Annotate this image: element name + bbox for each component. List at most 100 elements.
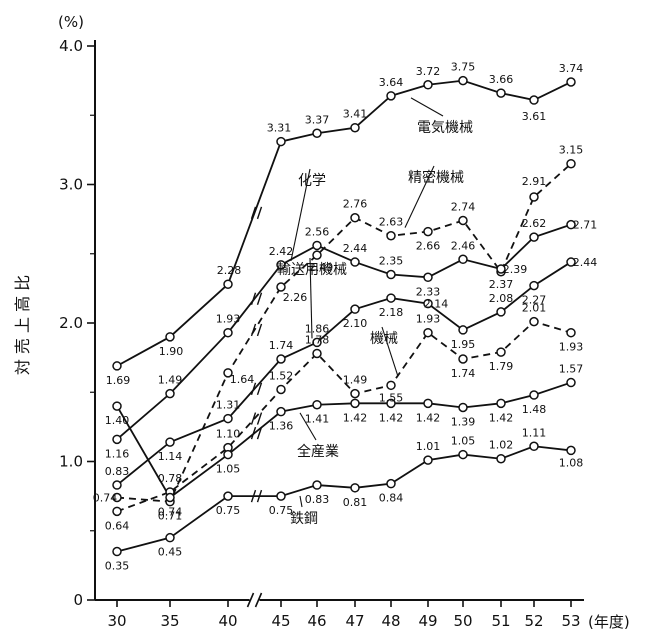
- data-point: [566, 377, 576, 388]
- data-label: 1.39: [451, 415, 476, 428]
- series-line-4: [116, 320, 572, 513]
- data-point: [458, 449, 468, 460]
- data-point: [276, 354, 286, 364]
- data-point: [566, 158, 576, 169]
- data-point: [165, 332, 175, 342]
- data-point: [223, 491, 233, 501]
- data-point: [386, 91, 396, 101]
- chart-data-labels: 1.69 1.90 2.28 3.31 3.37 3.41 3.64 3.72 3.75 3.66…: [93, 61, 598, 573]
- data-point: [529, 316, 539, 327]
- data-label: 1.74: [269, 339, 294, 352]
- data-point: [312, 240, 322, 251]
- data-label: 2.63: [379, 216, 404, 229]
- data-point: [112, 401, 122, 411]
- data-point: [276, 406, 286, 417]
- data-point: [350, 483, 360, 493]
- data-point: [386, 293, 396, 303]
- data-label: 2.18: [379, 306, 404, 319]
- series-break-mark: [250, 412, 263, 425]
- data-label: 1.05: [451, 435, 476, 448]
- data-label: 1.86: [305, 322, 330, 335]
- data-label: 2.56: [305, 225, 330, 238]
- series-name-pointer: [404, 165, 435, 228]
- data-point: [496, 347, 506, 357]
- data-label: 2.35: [379, 255, 404, 268]
- data-label: 1.64: [230, 373, 255, 386]
- data-label: 0.74: [93, 492, 118, 505]
- data-label: 1.79: [489, 360, 514, 373]
- data-label: 0.64: [105, 519, 130, 532]
- data-point: [112, 361, 122, 371]
- data-point: [423, 272, 433, 283]
- data-label: 1.49: [158, 374, 183, 387]
- data-point: [566, 219, 576, 230]
- data-label: 3.72: [416, 65, 441, 78]
- data-point: [350, 122, 360, 133]
- series-name-label: 電気機械: [417, 120, 473, 136]
- data-label: 1.36: [269, 420, 294, 433]
- data-label: 1.93: [416, 313, 441, 326]
- series-break-mark: [250, 323, 263, 337]
- data-point: [458, 325, 468, 335]
- data-point: [312, 128, 322, 139]
- y-tick-label: 2.0: [59, 314, 83, 332]
- data-point: [276, 384, 286, 395]
- data-label: 1.42: [489, 411, 514, 424]
- data-label: 1.55: [379, 391, 404, 404]
- data-label: 3.75: [451, 61, 476, 74]
- data-label: 1.11: [522, 426, 547, 439]
- series-line-3: [116, 261, 572, 486]
- data-label: 2.42: [269, 245, 294, 258]
- x-tick-label: 30: [107, 612, 126, 630]
- data-label: 2.74: [451, 201, 476, 214]
- data-point: [112, 434, 122, 445]
- data-point: [458, 215, 468, 226]
- data-label: 2.28: [217, 264, 242, 277]
- data-point: [496, 264, 506, 274]
- series-break-mark: [250, 426, 263, 440]
- data-point: [423, 455, 433, 465]
- data-point: [312, 337, 322, 348]
- data-label: 2.01: [522, 302, 547, 315]
- data-point: [458, 402, 468, 413]
- data-point: [529, 95, 539, 105]
- series-break-mark: [250, 382, 263, 396]
- series-name-pointer: [299, 412, 317, 441]
- data-label: 1.01: [416, 440, 441, 453]
- series-line-2: [116, 223, 572, 441]
- data-label: 1.14: [158, 450, 183, 463]
- data-point: [423, 226, 433, 237]
- data-point: [350, 212, 360, 223]
- chart-data-points: [112, 75, 576, 557]
- data-point: [223, 413, 233, 424]
- data-label: 1.41: [305, 413, 330, 426]
- data-point: [458, 254, 468, 265]
- data-label: 0.83: [305, 493, 330, 506]
- data-point: [312, 399, 322, 410]
- series-name-pointer: [299, 495, 303, 508]
- data-label: 2.76: [343, 198, 368, 211]
- data-label: 1.69: [106, 374, 131, 387]
- data-label: 3.61: [522, 110, 547, 123]
- data-label: 0.75: [216, 504, 241, 517]
- data-point: [112, 546, 122, 557]
- data-label: 2.49: [309, 261, 334, 274]
- data-label: 2.91: [522, 175, 547, 188]
- y-axis-unit: (%): [58, 13, 84, 31]
- series-name-pointer: [410, 97, 444, 117]
- data-point: [276, 282, 286, 292]
- data-point: [112, 506, 122, 517]
- x-tick-label: 46: [307, 612, 326, 630]
- data-label: 2.39: [503, 263, 528, 276]
- data-label: 1.02: [489, 439, 514, 452]
- data-label: 2.44: [343, 242, 368, 255]
- data-label: 2.14: [424, 298, 449, 311]
- series-break-mark: [250, 292, 263, 305]
- data-label: 3.66: [489, 73, 514, 86]
- data-point: [223, 327, 233, 338]
- data-label: 1.78: [305, 333, 330, 346]
- data-label: 1.08: [559, 456, 584, 469]
- data-label: 1.90: [159, 345, 184, 358]
